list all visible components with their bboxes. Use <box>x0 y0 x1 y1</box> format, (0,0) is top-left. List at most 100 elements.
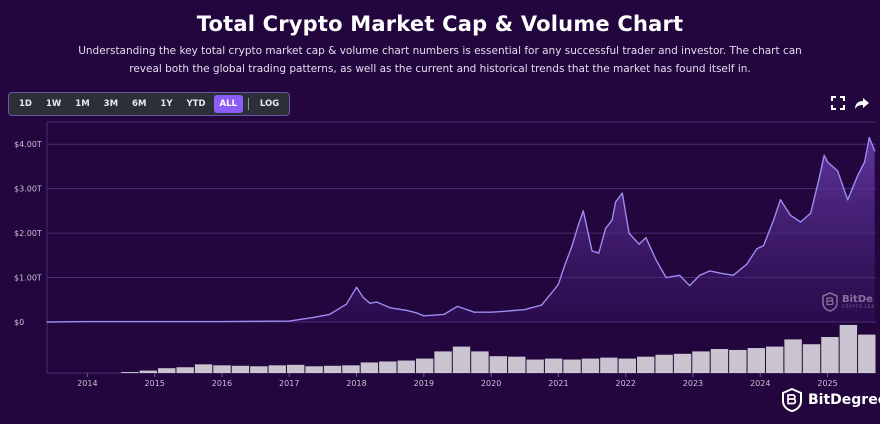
brand-logo: BitDegree <box>782 387 880 413</box>
volume-bar <box>286 364 305 373</box>
market-cap-point <box>524 308 526 311</box>
market-cap-point <box>312 316 314 319</box>
volume-bar <box>673 353 692 373</box>
volume-bar <box>729 349 747 373</box>
market-cap-point <box>591 250 593 252</box>
market-cap-point <box>329 313 331 316</box>
volume-bar <box>618 358 637 373</box>
volume-bar <box>176 367 194 373</box>
market-cap-point <box>503 310 506 312</box>
page-subtitle: Understanding the key total crypto marke… <box>78 45 802 75</box>
volume-bar <box>508 356 526 373</box>
y-tick-label: $4.00T <box>14 140 42 149</box>
range-button-3m[interactable]: 3M <box>103 99 119 109</box>
volume-bar <box>323 365 342 373</box>
x-tick-label: 2014 <box>77 379 97 388</box>
volume-bar <box>213 365 231 373</box>
market-cap-point <box>598 252 600 254</box>
volume-bar <box>600 357 618 373</box>
volume-bar <box>526 359 544 373</box>
volume-bar <box>342 365 360 373</box>
volume-bar <box>655 354 673 373</box>
volume-bar <box>858 334 876 373</box>
market-cap-point <box>564 263 566 265</box>
volume-bar <box>802 344 821 373</box>
market-cap-point <box>779 199 782 201</box>
market-cap-point <box>719 272 721 274</box>
volume-bar <box>637 356 655 373</box>
market-cap-point <box>423 315 425 317</box>
watermark: BitDe CRYPTO LEX <box>822 292 875 312</box>
market-cap-point <box>678 274 681 276</box>
volume-bar <box>765 346 784 373</box>
range-button-6m[interactable]: 6M <box>132 99 147 109</box>
market-cap-point <box>868 136 870 139</box>
market-cap-point <box>456 305 459 308</box>
market-cap-point <box>582 210 584 212</box>
volume-bar <box>471 351 489 373</box>
market-cap-point <box>763 244 765 247</box>
fullscreen-icon[interactable] <box>830 95 846 111</box>
volume-bar <box>839 325 858 373</box>
x-tick-label: 2025 <box>817 379 837 388</box>
market-cap-point <box>557 283 559 285</box>
volume-bar <box>821 337 839 373</box>
x-tick-label: 2018 <box>346 379 366 388</box>
range-button-1y[interactable]: 1Y <box>160 99 173 109</box>
x-tick-label: 2015 <box>144 379 164 388</box>
volume-bar <box>397 360 415 373</box>
market-cap-point <box>577 223 580 225</box>
market-cap-point <box>86 320 88 323</box>
market-cap-point <box>746 263 748 265</box>
volume-bar <box>231 365 250 373</box>
volume-bar <box>121 372 139 373</box>
market-cap-point <box>621 192 623 194</box>
market-cap-point <box>628 232 630 234</box>
market-cap-point <box>355 286 358 288</box>
market-cap-point <box>756 248 758 250</box>
volume-bar <box>360 362 379 373</box>
range-button-1w[interactable]: 1W <box>45 99 62 109</box>
y-tick-label: $1.00T <box>14 274 42 283</box>
y-tick-label: $2.00T <box>14 229 42 238</box>
market-cap-point <box>389 307 391 309</box>
market-cap-point <box>699 274 701 276</box>
y-tick-label: $3.00T <box>14 185 42 194</box>
market-cap-point <box>571 245 573 248</box>
market-cap-point <box>345 303 348 305</box>
volume-bar <box>563 359 581 373</box>
range-toolbar: 1D 1W 1M 3M 6M 1Y YTD ALL LOG <box>8 92 291 116</box>
market-cap-point <box>369 302 371 304</box>
market-cap-point <box>376 301 378 303</box>
volume-bar <box>434 351 452 373</box>
x-tick-label: 2019 <box>414 379 434 388</box>
toolbar-divider <box>247 98 249 110</box>
range-button-1m[interactable]: 1M <box>75 99 90 109</box>
volume-bar <box>415 358 434 373</box>
market-cap-point <box>362 296 364 299</box>
bitdegree-logo-icon <box>782 388 802 412</box>
market-cap-point <box>857 174 859 176</box>
market-cap-point <box>789 214 792 216</box>
volume-bar <box>581 358 600 373</box>
x-tick-label: 2020 <box>481 379 501 388</box>
x-tick-label: 2023 <box>683 379 703 388</box>
watermark-text: BitDe <box>842 294 873 305</box>
log-scale-button[interactable]: LOG <box>259 99 280 109</box>
market-cap-point <box>645 236 647 239</box>
x-tick-label: 2017 <box>279 379 299 388</box>
range-button-1d[interactable]: 1D <box>19 99 32 109</box>
market-cap-point <box>810 212 812 214</box>
x-tick-label: 2024 <box>750 379 770 388</box>
market-cap-point <box>540 304 543 306</box>
range-button-all[interactable]: ALL <box>213 95 243 113</box>
volume-bar <box>747 348 765 373</box>
brand-name: BitDegree <box>808 392 880 408</box>
x-tick-label: 2016 <box>212 379 232 388</box>
market-cap-point <box>863 161 866 163</box>
market-cap-point <box>614 201 617 203</box>
share-icon[interactable] <box>854 95 870 111</box>
range-button-ytd[interactable]: YTD <box>186 99 206 109</box>
market-cap-point <box>46 321 48 323</box>
